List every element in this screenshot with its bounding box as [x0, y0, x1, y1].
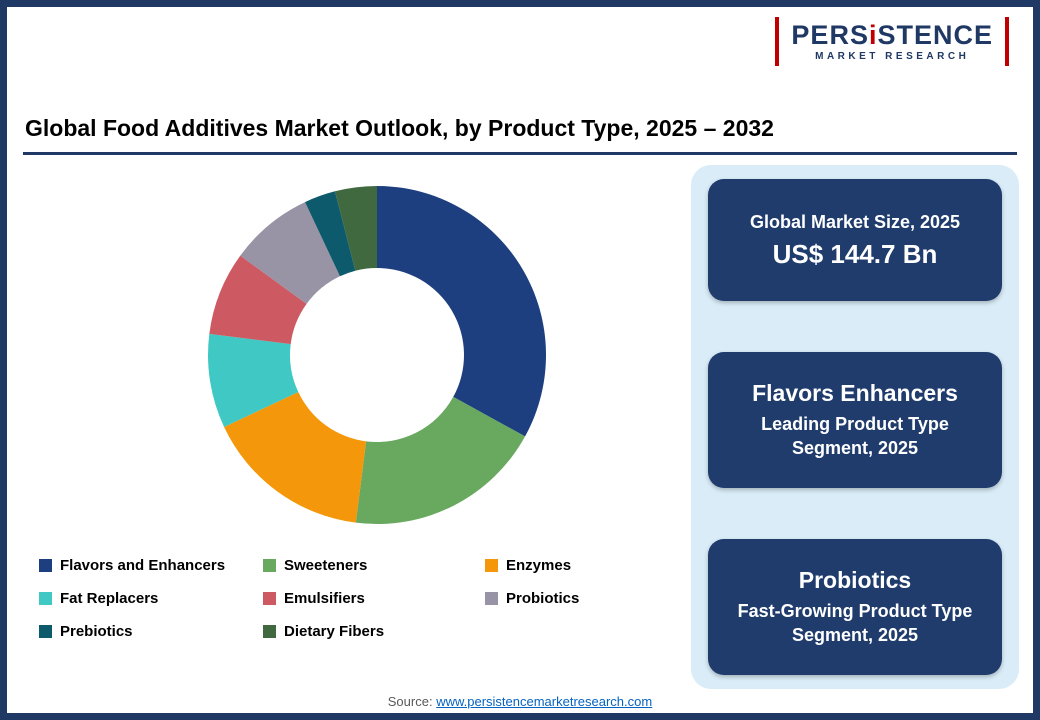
donut-segment-prebiotics — [305, 191, 356, 277]
donut-segment-fat-replacers — [208, 333, 299, 427]
legend-item: Probiotics — [485, 590, 669, 607]
legend-item: Prebiotics — [39, 623, 263, 640]
legend-label: Prebiotics — [60, 623, 133, 640]
stat-box-leading-segment: Flavors Enhancers Leading Product Type S… — [708, 352, 1002, 488]
legend-item: Enzymes — [485, 557, 669, 574]
market-size-value: US$ 144.7 Bn — [772, 238, 938, 269]
legend-label: Probiotics — [506, 590, 580, 607]
donut-segment-emulsifiers — [209, 255, 307, 345]
page-title: Global Food Additives Market Outlook, by… — [25, 115, 774, 141]
donut-segment-probiotics — [240, 202, 340, 304]
legend-item: Flavors and Enhancers — [39, 557, 263, 574]
legend-label: Sweeteners — [284, 557, 368, 574]
legend-swatch-icon — [263, 592, 276, 605]
logo-wordmark: PERSiSTENCE — [791, 21, 993, 49]
market-size-label: Global Market Size, 2025 — [749, 212, 961, 233]
stat-box-market-size: Global Market Size, 2025 US$ 144.7 Bn — [708, 179, 1002, 301]
logo-part2: STENCE — [877, 20, 993, 50]
leading-segment-desc: Leading Product Type Segment, 2025 — [761, 413, 949, 458]
title-underline — [23, 152, 1017, 155]
legend-swatch-icon — [39, 625, 52, 638]
legend-label: Enzymes — [506, 557, 572, 574]
legend-item: Emulsifiers — [263, 590, 485, 607]
leading-segment-name: Flavors Enhancers — [752, 379, 958, 406]
donut-segment-enzymes — [224, 392, 367, 523]
legend-label: Fat Replacers — [60, 590, 159, 607]
legend-label: Flavors and Enhancers — [60, 557, 226, 574]
stat-box-fast-growing-segment: Probiotics Fast-Growing Product Type Seg… — [708, 539, 1002, 675]
donut-segment-dietary-fibers — [334, 186, 377, 271]
chart-legend: Flavors and Enhancers Sweeteners Enzymes Fa… — [39, 557, 669, 640]
logo-subtitle: MARKET RESEARCH — [815, 51, 970, 63]
donut-chart — [208, 186, 546, 524]
legend-item: Sweeteners — [263, 557, 485, 574]
legend-label: Emulsifiers — [284, 590, 365, 607]
logo-letter-i: i — [868, 20, 878, 50]
legend-swatch-icon — [263, 625, 276, 638]
fast-growing-segment-name: Probiotics — [798, 566, 912, 593]
logo-part1: PERS — [791, 20, 869, 50]
source-line: Source: www.persistencemarketresearch.co… — [7, 694, 1033, 709]
legend-label: Dietary Fibers — [284, 623, 385, 640]
fast-growing-segment-desc: Fast-Growing Product Type Segment, 2025 — [737, 600, 973, 645]
legend-item: Dietary Fibers — [263, 623, 485, 640]
legend-item: Fat Replacers — [39, 590, 263, 607]
legend-swatch-icon — [485, 559, 498, 572]
donut-segment-sweeteners — [355, 396, 526, 524]
pmr-logo: PERSiSTENCE MARKET RESEARCH — [775, 17, 1009, 67]
source-link[interactable]: www.persistencemarketresearch.com — [436, 694, 653, 709]
legend-swatch-icon — [39, 559, 52, 572]
source-label: Source: — [387, 694, 437, 709]
donut-segment-flavors-and-enhancers — [377, 186, 546, 437]
legend-swatch-icon — [39, 592, 52, 605]
highlights-panel: Global Market Size, 2025 US$ 144.7 Bn Fl… — [691, 165, 1019, 689]
legend-swatch-icon — [485, 592, 498, 605]
legend-swatch-icon — [263, 559, 276, 572]
